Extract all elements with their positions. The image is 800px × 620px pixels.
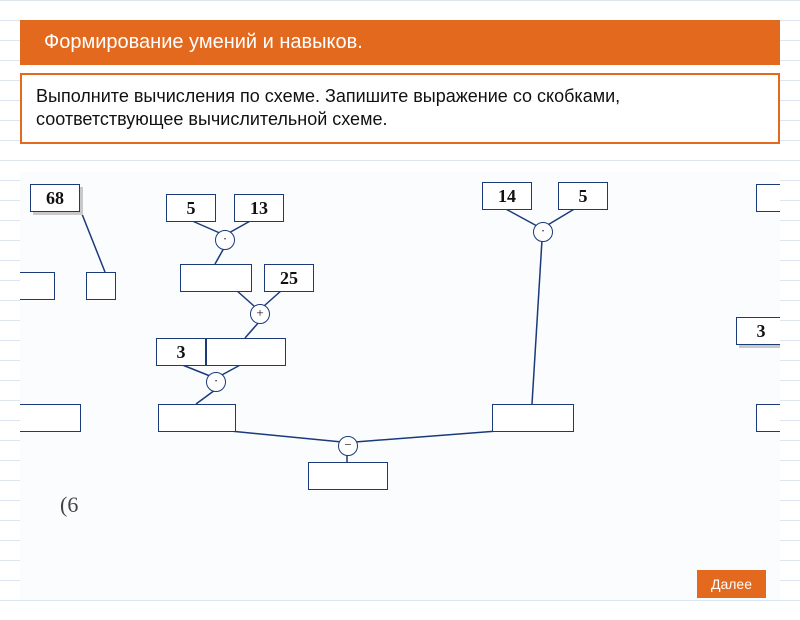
partial-right-b (756, 404, 780, 432)
empty-4 (492, 404, 574, 432)
open-paren: (6 (60, 492, 78, 518)
op-plus: + (250, 304, 270, 324)
task-text: Выполните вычисления по схеме. Запишите … (36, 86, 620, 129)
empty-1 (180, 264, 252, 292)
diagram-connectors (20, 172, 780, 600)
next-button-label: Далее (711, 576, 752, 592)
empty-5 (308, 462, 388, 490)
page-header: Формирование умений и навыков. (20, 20, 780, 65)
next-button[interactable]: Далее (697, 570, 766, 598)
task-instructions: Выполните вычисления по схеме. Запишите … (20, 73, 780, 144)
calculation-diagram: 68 5 13 14 5 25 3 3 · + · − · (6 (20, 172, 780, 600)
node-5a: 5 (166, 194, 216, 222)
partial-left-b (20, 404, 81, 432)
node-25: 25 (264, 264, 314, 292)
partial-left-a2 (86, 272, 116, 300)
node-3b: 3 (736, 317, 780, 345)
op-multiply-3: · (533, 222, 553, 242)
partial-left-a (20, 272, 55, 300)
node-13: 13 (234, 194, 284, 222)
header-title: Формирование умений и навыков. (44, 31, 363, 53)
node-14: 14 (482, 182, 532, 210)
node-68: 68 (30, 184, 80, 212)
empty-2 (206, 338, 286, 366)
empty-3 (158, 404, 236, 432)
partial-right-a (756, 184, 780, 212)
op-multiply-2: · (206, 372, 226, 392)
op-multiply-1: · (215, 230, 235, 250)
node-5b: 5 (558, 182, 608, 210)
node-3a: 3 (156, 338, 206, 366)
op-minus: − (338, 436, 358, 456)
